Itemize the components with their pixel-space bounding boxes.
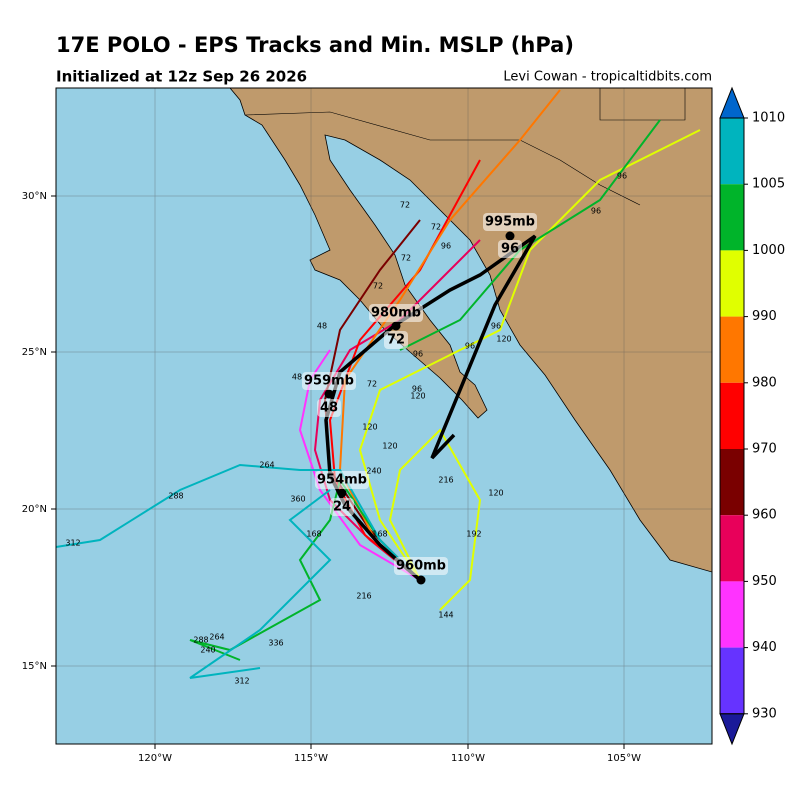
- colorbar-frame: [719, 117, 745, 715]
- x-tick-label: 120°W: [138, 753, 172, 764]
- hour-label: 24: [333, 500, 351, 515]
- colorbar-tick-label: 990: [752, 309, 777, 324]
- mean-track-point: [416, 575, 426, 585]
- label-box: [384, 331, 408, 349]
- colorbar-tick-label: 940: [752, 640, 777, 655]
- colorbar-top-arrow: [719, 86, 745, 119]
- y-tick-label: 25°N: [22, 347, 47, 358]
- label-box: [317, 399, 341, 417]
- pressure-label: 995mb: [485, 215, 535, 230]
- colorbar-bottom-arrow: [719, 713, 745, 746]
- hour-label-small: 120: [382, 442, 397, 451]
- label-box: [369, 304, 423, 322]
- hour-label-small: 48: [292, 373, 302, 382]
- hour-label-small: 120: [496, 335, 511, 344]
- hour-label-small: 216: [356, 592, 371, 601]
- hour-label-small: 240: [200, 646, 215, 655]
- label-box: [315, 471, 369, 489]
- colorbar-segment: [720, 118, 744, 185]
- hour-label-small: 96: [491, 322, 501, 331]
- pressure-label: 980mb: [371, 306, 421, 321]
- label-box: [330, 498, 354, 516]
- hour-label: 96: [501, 242, 519, 257]
- mean-track-point: [505, 231, 515, 241]
- hour-label-small: 288: [168, 492, 183, 501]
- hour-label-small: 168: [306, 530, 321, 539]
- colorbar-tick-label: 970: [752, 442, 777, 457]
- hour-label-small: 216: [438, 476, 453, 485]
- hour-label-small: 288: [193, 636, 208, 645]
- hour-label-small: 144: [438, 611, 453, 620]
- colorbar-tick-label: 1010: [752, 111, 785, 126]
- hour-label-small: 72: [367, 380, 377, 389]
- colorbar-segment: [720, 250, 744, 317]
- colorbar-tick-label: 1000: [752, 243, 785, 258]
- hour-label-small: 312: [65, 539, 80, 548]
- hour-label-small: 168: [372, 530, 387, 539]
- hour-label-small: 72: [400, 201, 410, 210]
- hour-label-small: 96: [441, 242, 451, 251]
- title: 17E POLO - EPS Tracks and Min. MSLP (hPa…: [56, 33, 574, 57]
- hour-label-small: 360: [290, 495, 305, 504]
- label-box: [498, 240, 522, 258]
- hour-label-small: 72: [431, 223, 441, 232]
- colorbar-segment: [720, 449, 744, 516]
- colorbar-segment: [720, 647, 744, 714]
- x-tick-label: 115°W: [294, 753, 328, 764]
- hour-label-small: 312: [234, 677, 249, 686]
- subtitle: Initialized at 12z Sep 26 2026: [56, 68, 307, 86]
- map-frame: [55, 87, 713, 745]
- label-box: [302, 372, 356, 390]
- hour-label-small: 96: [413, 350, 423, 359]
- y-tick-label: 20°N: [22, 504, 47, 515]
- colorbar-tick-label: 950: [752, 574, 777, 589]
- colorbar-segment: [720, 184, 744, 251]
- hour-label-small: 264: [259, 461, 274, 470]
- hour-label-small: 96: [412, 385, 422, 394]
- hour-label-small: 120: [410, 392, 425, 401]
- label-box: [483, 213, 537, 231]
- colorbar-tick-label: 980: [752, 375, 777, 390]
- colorbar-segment: [720, 581, 744, 648]
- hour-label-small: 120: [488, 489, 503, 498]
- pressure-label: 960mb: [396, 559, 446, 574]
- pressure-label: 954mb: [317, 473, 367, 488]
- hour-label-small: 72: [373, 282, 383, 291]
- hour-label-small: 72: [401, 254, 411, 263]
- x-tick-label: 110°W: [451, 753, 485, 764]
- pressure-label: 959mb: [304, 374, 354, 389]
- colorbar-segment: [720, 515, 744, 582]
- hour-label-small: 336: [268, 639, 283, 648]
- colorbar-tick-label: 930: [752, 706, 777, 721]
- credit: Levi Cowan - tropicaltidbits.com: [503, 70, 712, 85]
- mean-track-point: [324, 389, 334, 399]
- label-box: [394, 557, 448, 575]
- colorbar-tick-label: 1005: [752, 177, 785, 192]
- hour-label-small: 96: [591, 207, 601, 216]
- hour-label: 48: [320, 401, 338, 416]
- hour-label-small: 48: [317, 322, 327, 331]
- y-tick-label: 30°N: [22, 191, 47, 202]
- hour-label-small: 96: [465, 342, 475, 351]
- hour-label-small: 240: [366, 467, 381, 476]
- hour-label-small: 120: [362, 423, 377, 432]
- colorbar-segment: [720, 316, 744, 383]
- mean-track-point: [337, 488, 347, 498]
- hour-label-small: 96: [617, 172, 627, 181]
- hour-label: 72: [387, 333, 405, 348]
- hour-label-small: 192: [466, 530, 481, 539]
- colorbar-segment: [720, 382, 744, 449]
- mean-track-point: [391, 321, 401, 331]
- hour-label-small: 336: [0, 577, 10, 586]
- y-tick-label: 15°N: [22, 661, 47, 672]
- hour-label-small: 264: [209, 633, 224, 642]
- colorbar-tick-label: 960: [752, 508, 777, 523]
- x-tick-label: 105°W: [607, 753, 641, 764]
